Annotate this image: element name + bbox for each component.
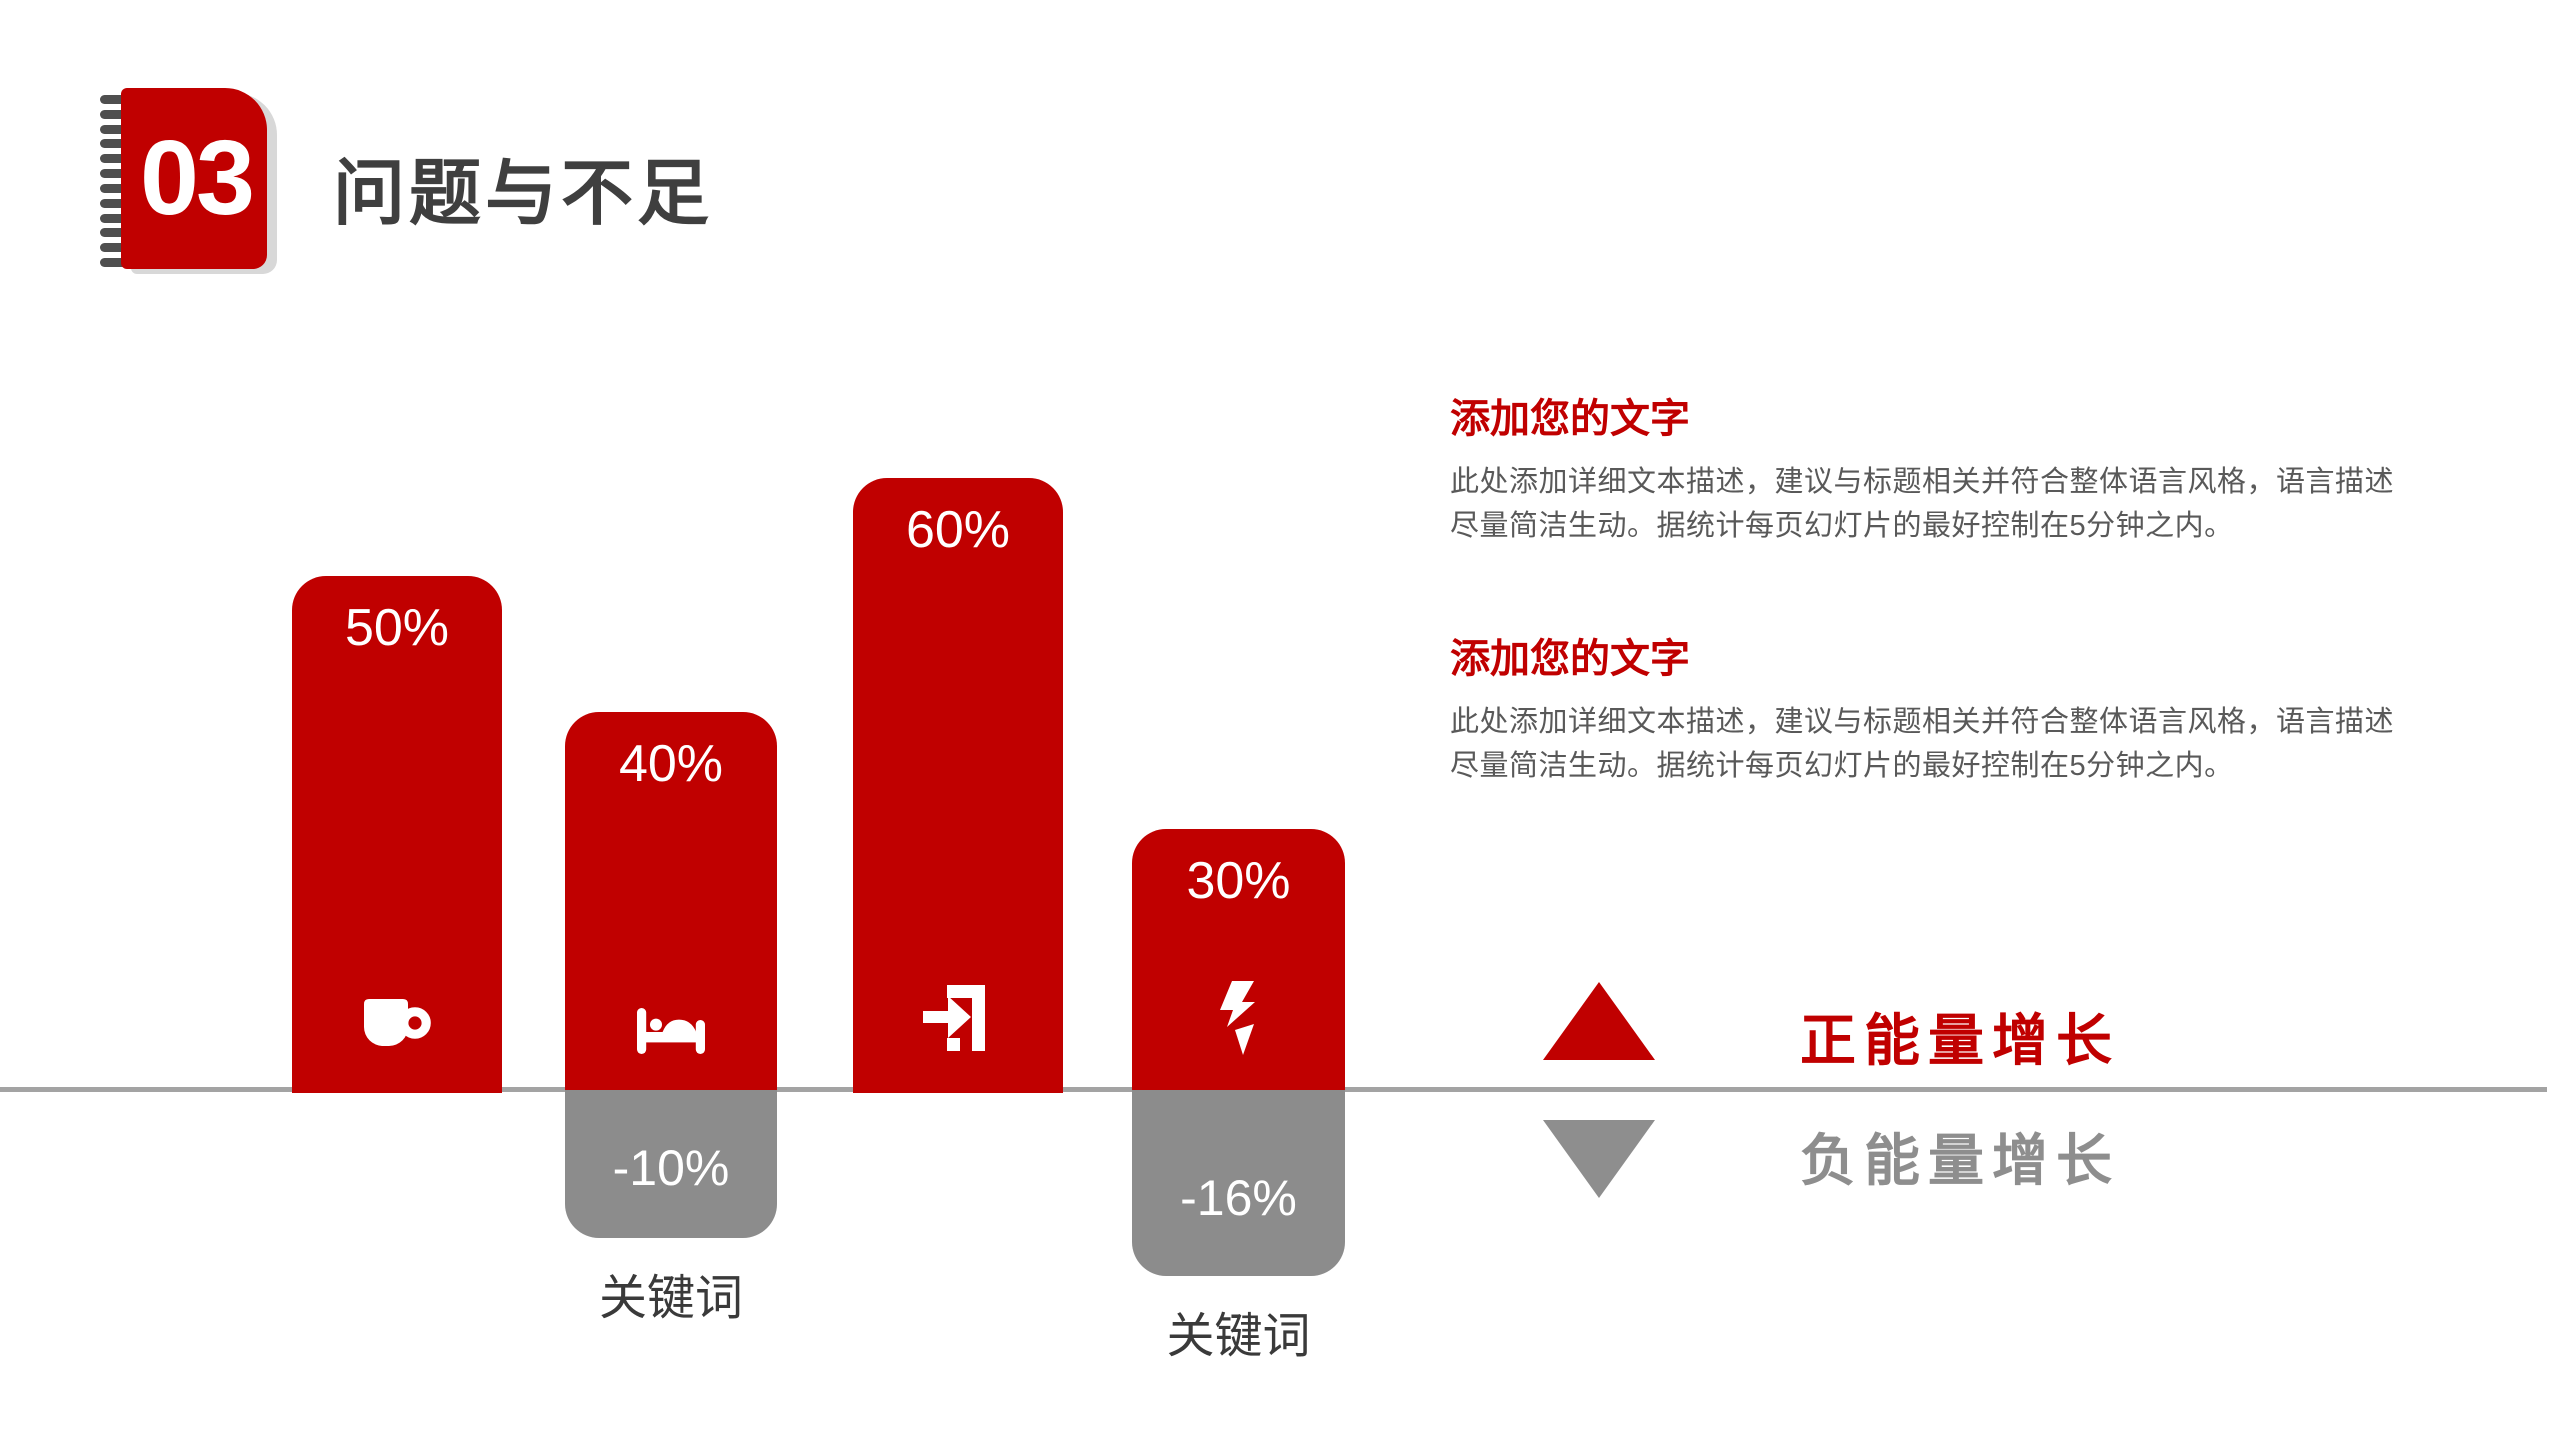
bar-2-value-label: 40% bbox=[618, 735, 724, 793]
keyword-label-2: 关键词 bbox=[1166, 1310, 1311, 1363]
bed-icon bbox=[633, 1005, 709, 1057]
section-number-badge: 03 bbox=[121, 88, 267, 269]
keyword-label-1: 关键词 bbox=[598, 1272, 743, 1325]
section-number: 03 bbox=[140, 119, 255, 237]
bar-4-negative-label: -16% bbox=[1180, 1170, 1297, 1226]
text-block-2-body: 此处添加详细文本描述，建议与标题相关并符合整体语言风格，语言描述尽量简洁生动。据… bbox=[1450, 706, 2395, 782]
bar-2-negative: -10% bbox=[565, 1090, 777, 1238]
text-block-1-body: 此处添加详细文本描述，建议与标题相关并符合整体语言风格，语言描述尽量简洁生动。据… bbox=[1450, 466, 2395, 542]
legend-negative-label: 负能量增长 bbox=[1800, 1129, 2120, 1192]
text-block-1-heading: 添加您的文字 bbox=[1450, 397, 1690, 441]
spiral-binding bbox=[100, 95, 134, 267]
bar-4-value-label: 30% bbox=[1186, 852, 1291, 910]
text-block-2: 添加您的文字 此处添加详细文本描述，建议与标题相关并符合整体语言风格，语言描述尽… bbox=[1450, 626, 2400, 788]
bar-3-positive: 60% bbox=[853, 478, 1063, 1093]
bar-1-positive: 50% bbox=[292, 576, 502, 1093]
bar-4-negative: -16% bbox=[1132, 1090, 1345, 1276]
text-block-2-heading: 添加您的文字 bbox=[1450, 637, 1690, 681]
text-block-1: 添加您的文字 此处添加详细文本描述，建议与标题相关并符合整体语言风格，语言描述尽… bbox=[1450, 386, 2400, 548]
bar-2-positive: 40% bbox=[565, 712, 777, 1093]
bar-2-negative-label: -10% bbox=[612, 1140, 730, 1196]
bar-4-positive: 30% bbox=[1132, 829, 1345, 1093]
triangle-down-icon bbox=[1543, 1120, 1655, 1198]
lightning-icon bbox=[1208, 979, 1270, 1057]
sign-in-icon bbox=[919, 979, 997, 1057]
bar-1-value-label: 50% bbox=[344, 599, 450, 657]
triangle-up-icon bbox=[1543, 982, 1655, 1060]
bar-3-value-label: 60% bbox=[905, 501, 1011, 559]
cup-icon bbox=[358, 995, 436, 1057]
legend-positive-label: 正能量增长 bbox=[1800, 1009, 2120, 1072]
page-title: 问题与不足 bbox=[333, 154, 714, 234]
